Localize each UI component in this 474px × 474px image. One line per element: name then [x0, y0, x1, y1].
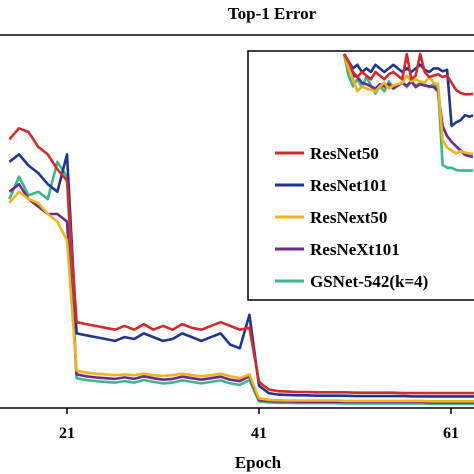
legend-label-resnext50: ResNext50: [310, 208, 387, 227]
chart-title: Top-1 Error: [228, 4, 317, 23]
inset-series-line-resnext101: [342, 53, 473, 159]
inset-series-line-resnet50: [342, 52, 473, 96]
series-line-resnet101: [8, 153, 474, 398]
series-line-gsnet-542-k-4: [8, 160, 474, 406]
legend-box: ResNet50 ResNet101 ResNext50 ResNeXt101 GSNe…: [247, 50, 474, 301]
inset-series-line-resnext50: [342, 53, 473, 156]
legend-label-gsnet-542-k-4: GSNet-542(k=4): [310, 272, 428, 291]
x-tick-label: 21: [59, 425, 75, 442]
series-line-resnet50: [8, 127, 474, 395]
inset-plot: [342, 52, 473, 172]
legend-label-resnext101: ResNeXt101: [310, 240, 400, 259]
x-axis-ticks: 21 41 61: [59, 408, 459, 442]
legend-items: ResNet50 ResNet101 ResNext50 ResNeXt101 GSNe…: [275, 144, 428, 291]
main-plot: [8, 127, 474, 406]
x-tick-label: 41: [251, 425, 267, 442]
x-tick-label: 61: [443, 425, 459, 442]
legend-label-resnet50: ResNet50: [310, 144, 379, 163]
legend-label-resnet101: ResNet101: [310, 176, 387, 195]
legend-frame: [247, 50, 474, 301]
series-line-resnext50: [8, 190, 474, 403]
x-axis-label: Epoch: [235, 453, 282, 472]
